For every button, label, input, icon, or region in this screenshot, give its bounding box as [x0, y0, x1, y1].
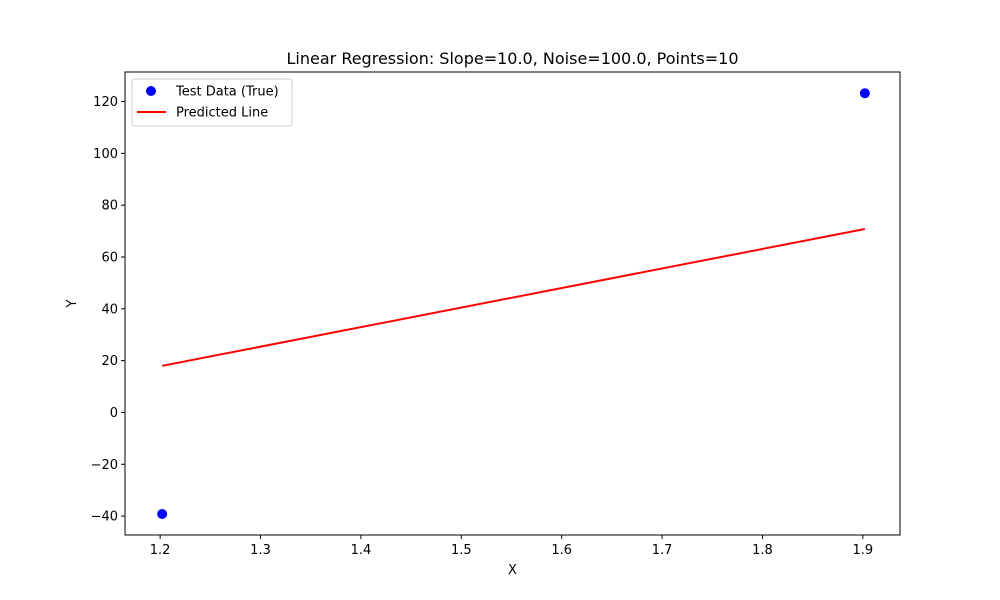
legend-label-predicted-line: Predicted Line — [176, 106, 268, 121]
x-tick-label: 1.8 — [752, 543, 773, 558]
x-tick-label: 1.7 — [652, 543, 673, 558]
legend-label-test-data: Test Data (True) — [175, 85, 279, 100]
y-tick-label: 60 — [101, 250, 118, 265]
legend-marker-test-data — [146, 86, 156, 96]
predicted-line — [161, 228, 866, 367]
y-tick-label: 0 — [110, 406, 118, 421]
test-data-point — [157, 509, 168, 520]
legend: Test Data (True) Predicted Line — [131, 78, 293, 127]
chart-title: Linear Regression: Slope=10.0, Noise=100… — [287, 49, 739, 68]
x-tick-label: 1.2 — [150, 543, 171, 558]
y-tick-label: 20 — [101, 354, 118, 369]
y-tick-label: −20 — [91, 458, 118, 473]
y-axis-ticks: −40 −20 0 20 40 60 80 100 120 — [91, 95, 125, 525]
x-tick-label: 1.9 — [853, 543, 874, 558]
test-data-point — [859, 88, 870, 99]
y-tick-label: −40 — [91, 510, 118, 525]
x-axis-label: X — [508, 563, 517, 578]
legend-box — [131, 78, 293, 127]
y-tick-label: 40 — [101, 302, 118, 317]
x-tick-label: 1.6 — [551, 543, 572, 558]
y-axis-label: Y — [65, 299, 80, 308]
x-tick-label: 1.3 — [250, 543, 271, 558]
y-tick-label: 100 — [93, 147, 118, 162]
x-axis-ticks: 1.2 1.3 1.4 1.5 1.6 1.7 1.8 1.9 — [150, 535, 873, 558]
plot-frame — [124, 71, 901, 536]
y-tick-label: 120 — [93, 95, 118, 110]
plot-content — [157, 88, 870, 520]
x-tick-label: 1.5 — [451, 543, 472, 558]
y-tick-label: 80 — [101, 199, 118, 214]
x-tick-label: 1.4 — [351, 543, 372, 558]
